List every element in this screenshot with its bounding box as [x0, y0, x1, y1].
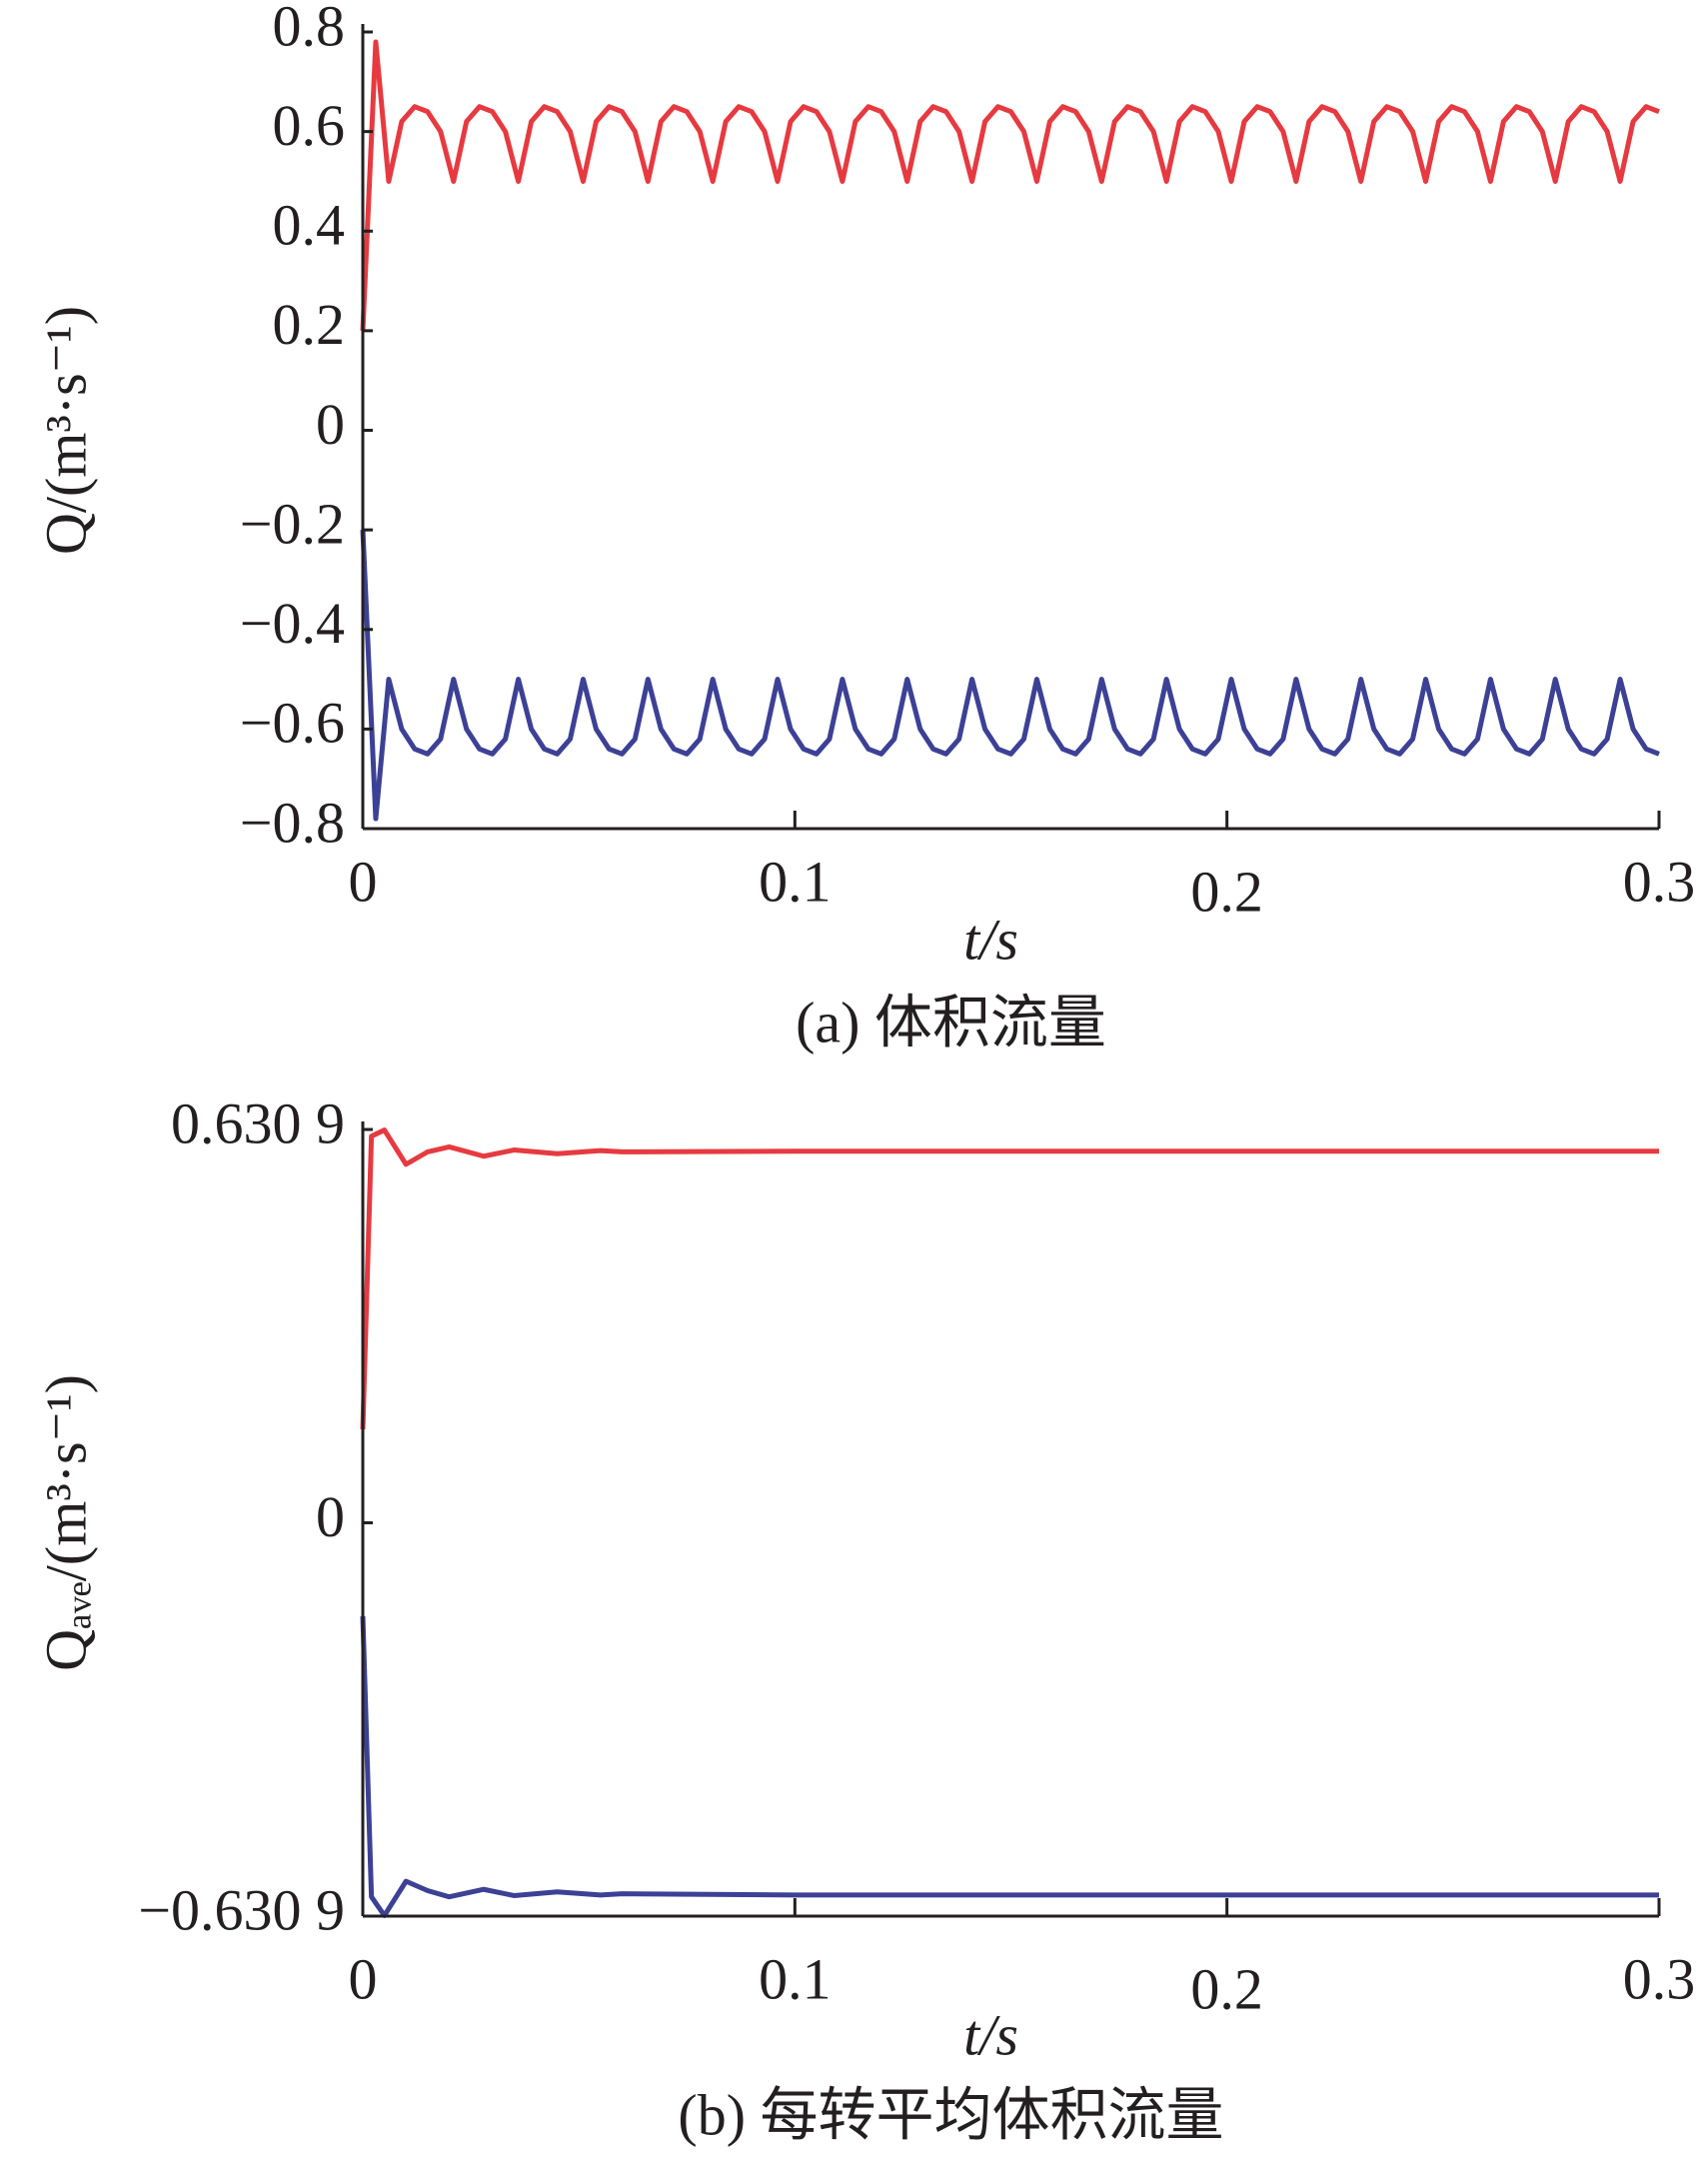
- data-line: [360, 1127, 1659, 1430]
- y-tick-label: 0: [316, 1484, 345, 1549]
- y-tick-label: −0.4: [240, 591, 345, 656]
- y-axis-label: Qₐᵥₑ/(m³·s⁻¹): [33, 1374, 98, 1671]
- x-tick-label: 0: [349, 849, 378, 914]
- y-tick-label: 0: [316, 392, 345, 457]
- y-tick-label: −0.630 9: [138, 1877, 345, 1942]
- x-tick-label: 0.3: [1623, 1946, 1696, 2011]
- data-line: [360, 39, 1660, 331]
- x-axis-label: t/s: [963, 907, 1018, 972]
- x-tick-label: 0.3: [1623, 849, 1696, 914]
- y-tick-label: −0.8: [240, 790, 345, 855]
- y-tick-label: −0.2: [240, 491, 345, 556]
- x-axis-label: t/s: [963, 2002, 1018, 2067]
- chart-panel: −0.630 900.630 90 0.1 0.2 0.3t/sQₐᵥₑ/(m³·s⁻…: [33, 1091, 1695, 2147]
- y-tick-label: 0.6: [273, 93, 346, 158]
- y-tick-label: 0.630 9: [171, 1091, 345, 1155]
- caption: (a) 体积流量: [796, 990, 1106, 1055]
- y-tick-label: 0.4: [273, 193, 346, 258]
- y-tick-label: 0.2: [273, 292, 346, 357]
- chart-panel: −0.8 −0.6 −0.4 −0.2 0 0.2 0.4 0.6 0.8 0 0.1 0.2 0.3 t…: [33, 0, 1695, 1055]
- data-line: [360, 1615, 1659, 1918]
- data-line: [360, 530, 1660, 822]
- x-tick-label: 0.1: [759, 1946, 832, 2011]
- y-axis-label: Q/(m³·s⁻¹): [33, 306, 98, 555]
- y-tick-label: 0.8: [273, 0, 346, 58]
- x-tick-label: 0.2: [1190, 859, 1263, 924]
- x-tick-label: 0: [349, 1946, 378, 2011]
- y-tick-label: −0.6: [240, 691, 345, 756]
- x-tick-label: 0.2: [1190, 1956, 1263, 2021]
- caption: (b) 每转平均体积流量: [678, 2082, 1223, 2147]
- x-tick-label: 0.1: [759, 849, 832, 914]
